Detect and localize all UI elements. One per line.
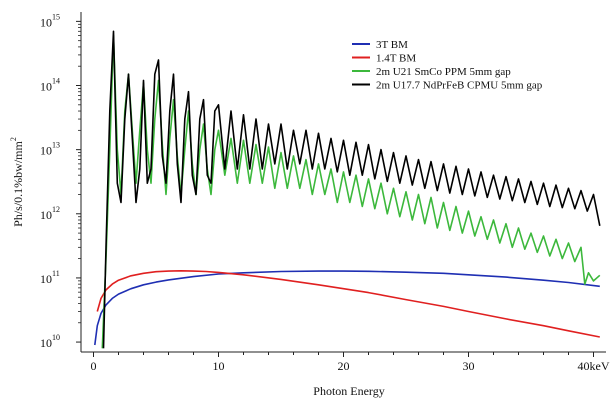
x-tick-label: 10 xyxy=(213,359,225,373)
y-tick-label: 1012 xyxy=(40,205,60,222)
y-tick-base: 10 xyxy=(40,336,52,350)
y-tick-label: 1010 xyxy=(40,333,60,350)
y-tick-exp: 11 xyxy=(52,269,60,278)
y-tick-label: 1013 xyxy=(40,141,60,158)
y-axis-label-exp: 2 xyxy=(9,137,18,141)
y-tick-exp: 13 xyxy=(52,141,60,150)
legend-label: 3T BM xyxy=(376,39,408,51)
y-tick-base: 10 xyxy=(40,272,52,286)
y-tick-exp: 15 xyxy=(52,12,60,21)
x-tick-label: 40keV xyxy=(578,359,610,373)
y-tick-exp: 14 xyxy=(52,77,60,86)
series-line xyxy=(96,269,600,338)
series-line xyxy=(102,30,601,349)
y-tick-base: 10 xyxy=(40,15,52,29)
legend-label: 2m U21 SmCo PPM 5mm gap xyxy=(376,66,511,78)
y-axis-label: Ph/s/0.1%bw/mm2 xyxy=(9,137,25,227)
legend-label: 2m U17.7 NdPrFeB CPMU 5mm gap xyxy=(376,80,543,92)
y-tick-base: 10 xyxy=(40,80,52,94)
x-ticks: 0 10 20 30 40keV xyxy=(91,352,610,373)
y-tick-label: 1014 xyxy=(40,77,60,94)
y-tick-base: 10 xyxy=(40,144,52,158)
x-tick-label: 0 xyxy=(91,359,97,373)
plot-lines xyxy=(94,30,601,349)
x-tick-label: 20 xyxy=(338,359,350,373)
series-line xyxy=(94,270,600,346)
y-tick-exp: 10 xyxy=(52,333,60,342)
legend-label: 1.4T BM xyxy=(376,53,416,65)
y-tick-base: 10 xyxy=(40,208,52,222)
axes xyxy=(80,12,606,353)
x-tick-label: 30 xyxy=(463,359,475,373)
y-tick-label: 1015 xyxy=(40,12,60,29)
y-axis-label-base: Ph/s/0.1%bw/mm xyxy=(11,141,25,227)
y-tick-label: 1011 xyxy=(40,269,60,286)
y-tick-exp: 12 xyxy=(52,205,60,214)
x-axis-label: Photon Energy xyxy=(313,384,384,398)
